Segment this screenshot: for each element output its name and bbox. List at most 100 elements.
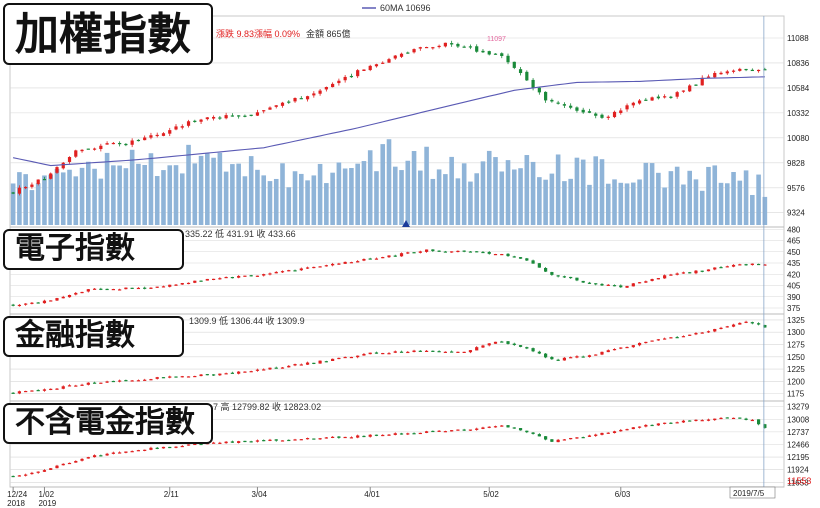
candle-body xyxy=(619,110,623,114)
candle-body xyxy=(399,53,404,57)
candle-body xyxy=(418,47,422,49)
volume-bar xyxy=(367,150,373,225)
candle-body xyxy=(349,75,354,78)
candle-body xyxy=(199,280,203,282)
candle-body xyxy=(424,350,429,352)
candle-body xyxy=(136,287,141,290)
volume-bar xyxy=(668,171,674,225)
candle-body xyxy=(569,276,573,279)
candle-body xyxy=(424,249,429,252)
candle-body xyxy=(450,251,454,253)
candle-body xyxy=(575,107,579,111)
candle-body xyxy=(243,440,247,443)
candle-body xyxy=(262,274,266,276)
candle-body xyxy=(55,465,59,469)
candle-body xyxy=(544,436,548,440)
candle-body xyxy=(305,96,310,100)
candle-body xyxy=(262,440,266,442)
volume-bar xyxy=(67,169,72,225)
y-tick-label: 13008 xyxy=(787,415,810,424)
volume-bar xyxy=(29,190,35,225)
volume-bar xyxy=(731,172,736,225)
candle-body xyxy=(124,380,128,382)
candle-body xyxy=(387,434,391,436)
volume-bar xyxy=(117,165,122,225)
candle-body xyxy=(619,285,623,288)
volume-bar xyxy=(580,159,586,225)
candle-body xyxy=(594,434,598,436)
volume-bar xyxy=(198,155,204,225)
candle-body xyxy=(462,429,466,431)
volume-bar xyxy=(242,176,248,225)
candle-body xyxy=(80,149,84,152)
volume-bar xyxy=(73,176,79,225)
candle-body xyxy=(356,70,360,77)
candle-body xyxy=(669,274,673,276)
candle-body xyxy=(349,437,354,439)
candle-body xyxy=(518,428,523,431)
candle-body xyxy=(688,420,692,422)
volume-bar xyxy=(455,178,461,225)
candle-body xyxy=(625,105,629,110)
candle-body xyxy=(587,355,592,357)
candle-body xyxy=(274,367,278,369)
volume-bar xyxy=(86,161,91,225)
candle-body xyxy=(537,434,541,437)
candle-body xyxy=(600,432,604,435)
volume-bar xyxy=(386,139,392,225)
candle-body xyxy=(86,457,90,459)
candle-body xyxy=(105,453,109,456)
candle-body xyxy=(569,105,573,108)
candle-body xyxy=(174,446,178,448)
candle-body xyxy=(174,126,178,130)
volume-bar xyxy=(173,165,179,225)
candle-body xyxy=(24,474,28,476)
candle-body xyxy=(168,376,172,378)
candle-body xyxy=(55,298,59,301)
candle-body xyxy=(356,435,360,438)
candle-body xyxy=(719,72,723,75)
candle-body xyxy=(49,468,53,470)
candle-body xyxy=(387,353,391,355)
candle-body xyxy=(343,261,347,264)
candle-body xyxy=(656,278,660,280)
candle-body xyxy=(36,302,40,304)
candle-body xyxy=(24,390,28,393)
candle-body xyxy=(575,277,579,281)
candle-body xyxy=(136,450,141,452)
candle-body xyxy=(544,353,548,358)
candle-body xyxy=(111,142,115,145)
volume-bar xyxy=(449,156,454,225)
candle-body xyxy=(481,427,485,429)
candle-body xyxy=(637,282,642,284)
x-tick-label: 6/03 xyxy=(615,490,631,499)
candle-body xyxy=(36,390,40,392)
candle-body xyxy=(299,98,303,100)
candle-body xyxy=(544,267,548,272)
candle-body xyxy=(161,446,166,449)
candle-body xyxy=(681,272,686,274)
candle-body xyxy=(644,99,648,101)
candle-body xyxy=(67,295,72,298)
volume-bar xyxy=(280,163,285,225)
candle-body xyxy=(625,346,629,349)
volume-bar xyxy=(98,178,104,225)
candle-body xyxy=(387,255,391,258)
candle-body xyxy=(637,342,642,346)
x-tick-label: 5/02 xyxy=(483,490,499,499)
candle-body xyxy=(518,257,523,259)
candle-body xyxy=(418,432,422,435)
candle-body xyxy=(61,296,65,299)
candle-body xyxy=(443,431,447,433)
volume-bar xyxy=(123,168,129,225)
candle-body xyxy=(49,173,53,179)
candle-body xyxy=(61,386,65,389)
candle-body xyxy=(650,279,654,281)
candle-body xyxy=(675,337,679,339)
candle-body xyxy=(211,374,216,376)
y-tick-label: 12466 xyxy=(787,440,810,449)
candle-body xyxy=(594,354,598,356)
candle-body xyxy=(456,43,460,47)
volume-bar xyxy=(624,183,630,225)
